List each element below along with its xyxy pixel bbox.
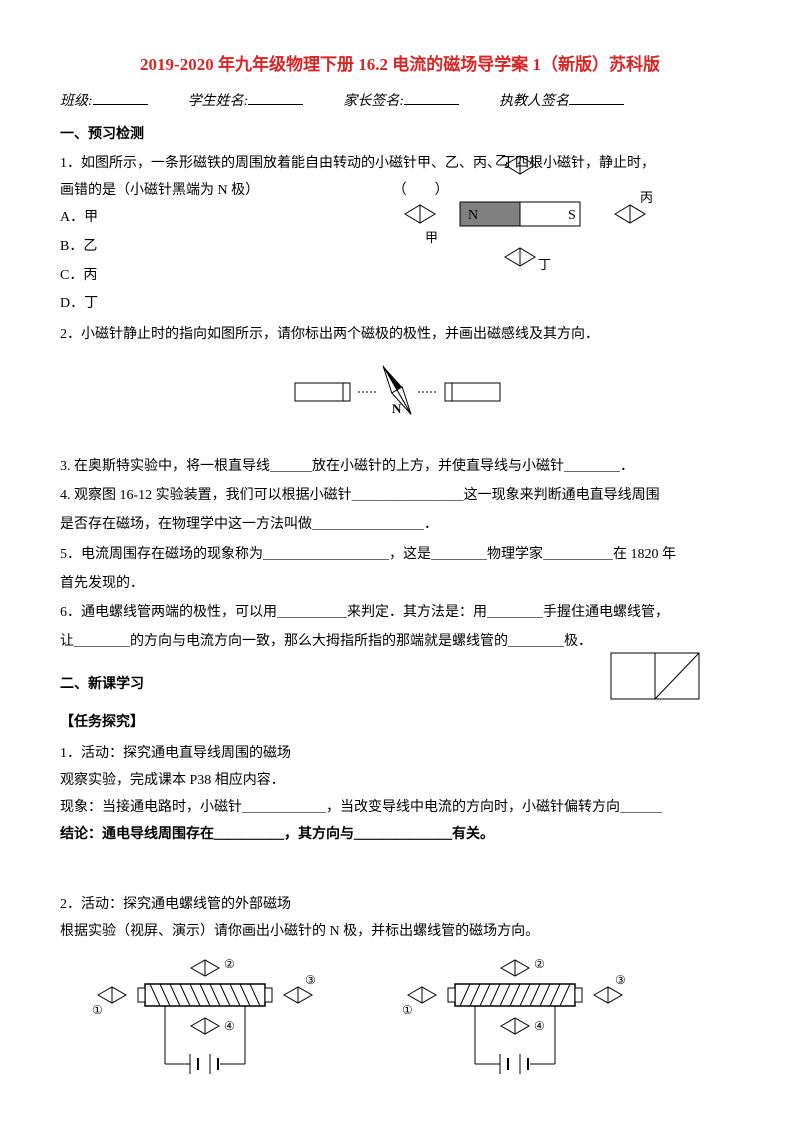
parent-label: 家长签名: [343, 94, 404, 109]
svg-text:④: ④ [534, 1019, 545, 1033]
svg-text:丙: 丙 [640, 190, 653, 205]
activity-1-l1: 观察实验，完成课本 P38 相应内容． [60, 768, 740, 793]
q2-text: 2．小磁针静止时的指向如图所示，请你标出两个磁极的极性，并画出磁感线及其方向． [60, 322, 740, 347]
parent-blank[interactable] [404, 91, 459, 105]
q1-text-b: 画错的是（小磁针黑端为 N 极） [60, 183, 259, 198]
teacher-blank[interactable] [569, 91, 624, 105]
solenoid-diagram-2: ② ① ③ ④ [400, 954, 630, 1084]
question-1: 1．如图所示，一条形磁铁的周围放着能自由转动的小磁针甲、乙、丙、丁四根小磁针，静… [60, 151, 740, 318]
class-blank[interactable] [93, 91, 148, 105]
teacher-label: 执教人签名 [499, 94, 569, 109]
question-4a: 4. 观察图 16-12 实验装置，我们可以根据小磁针＿＿＿＿＿＿＿＿这一现象来… [60, 483, 740, 508]
class-label: 班级: [60, 94, 93, 109]
activity-1-heading: 1．活动：探究通电直导线周围的磁场 [60, 741, 740, 766]
svg-text:②: ② [224, 957, 235, 971]
q1-bar-magnet-diagram: N S 乙 甲 丙 丁 [340, 147, 690, 277]
document-title: 2019-2020 年九年级物理下册 16.2 电流的磁场导学案 1（新版）苏科… [60, 50, 740, 81]
svg-text:N: N [392, 401, 402, 416]
solenoid-diagram-1: ② ① ③ ④ [90, 954, 320, 1084]
box-diagonal-diagram [610, 652, 700, 700]
q2-compass-diagram: N [280, 355, 520, 425]
activity-2-heading: 2．活动：探究通电螺线管的外部磁场 [60, 892, 740, 917]
activity-1-l2: 现象：当接通电路时，小磁针＿＿＿＿＿＿，当改变导线中电流的方向时，小磁针偏转方向… [60, 795, 740, 820]
svg-text:①: ① [402, 1003, 413, 1017]
svg-text:③: ③ [305, 973, 316, 987]
solenoid-diagrams-row: ② ① ③ ④ [60, 954, 740, 1084]
svg-text:③: ③ [615, 973, 626, 987]
svg-text:④: ④ [224, 1019, 235, 1033]
question-6b: 让＿＿＿＿的方向与电流方向一致，那么大拇指所指的那端就是螺线管的＿＿＿＿极． [60, 629, 740, 654]
info-line: 班级: 学生姓名: 家长签名: 执教人签名 [60, 89, 740, 114]
svg-text:乙: 乙 [495, 153, 508, 168]
svg-text:②: ② [534, 957, 545, 971]
question-6a: 6．通电螺线管两端的极性，可以用＿＿＿＿＿来判定．其方法是：用＿＿＿＿手握住通电… [60, 600, 740, 625]
svg-text:丁: 丁 [538, 257, 551, 272]
q1-opt-d: D．丁 [60, 291, 740, 318]
activity-2-l1: 根据实验（视屏、演示）请你画出小磁针的 N 极，并标出螺线管的磁场方向。 [60, 919, 740, 944]
question-4b: 是否存在磁场，在物理学中这一方法叫做＿＿＿＿＿＿＿＿． [60, 512, 740, 537]
student-blank[interactable] [248, 91, 303, 105]
activity-1-conclusion: 结论：通电导线周围存在＿＿＿＿＿，其方向与＿＿＿＿＿＿＿有关。 [60, 822, 740, 847]
question-5a: 5．电流周围存在磁场的现象称为＿＿＿＿＿＿＿＿＿，这是＿＿＿＿物理学家＿＿＿＿＿… [60, 542, 740, 567]
task-heading: 【任务探究】 [60, 710, 740, 735]
svg-text:N: N [468, 208, 478, 223]
question-2: 2．小磁针静止时的指向如图所示，请你标出两个磁极的极性，并画出磁感线及其方向． … [60, 322, 740, 434]
svg-text:①: ① [92, 1003, 103, 1017]
svg-text:甲: 甲 [425, 230, 438, 245]
student-label: 学生姓名: [188, 94, 249, 109]
svg-text:S: S [568, 208, 576, 223]
section-1-heading: 一、预习检测 [60, 122, 740, 147]
question-5b: 首先发现的． [60, 571, 740, 596]
question-3: 3. 在奥斯特实验中，将一根直导线＿＿＿放在小磁针的上方，并使直导线与小磁针＿＿… [60, 454, 740, 479]
